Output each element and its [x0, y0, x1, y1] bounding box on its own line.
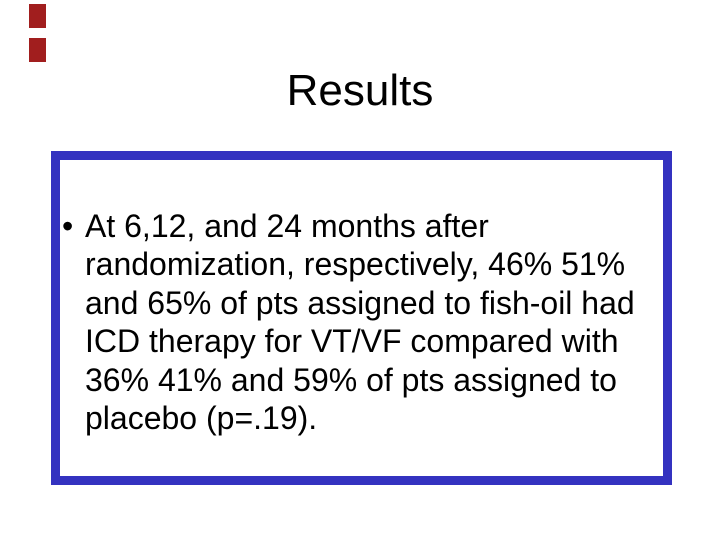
bullet-item: • At 6,12, and 24 months after randomiza… — [62, 207, 635, 437]
content-box: • At 6,12, and 24 months after randomiza… — [51, 151, 672, 485]
text-line-2: randomization, respectively, 46% 51% — [85, 246, 626, 283]
accent-bar-top — [29, 4, 46, 28]
text-line-5: 36% 41% and 59% of pts assigned to — [85, 361, 617, 398]
text-line-6: placebo (p=.19). — [85, 400, 318, 437]
text-line-3: and 65% of pts assigned to fish-oil had — [85, 284, 635, 321]
slide-title: Results — [286, 66, 434, 115]
bullet-text: At 6,12, and 24 months after randomizati… — [85, 207, 635, 437]
bullet-marker: • — [62, 208, 74, 244]
text-line-4: ICD therapy for VT/VF compared with — [85, 323, 619, 360]
accent-bar-bottom — [29, 38, 46, 62]
text-line-1: At 6,12, and 24 months after — [85, 208, 489, 244]
